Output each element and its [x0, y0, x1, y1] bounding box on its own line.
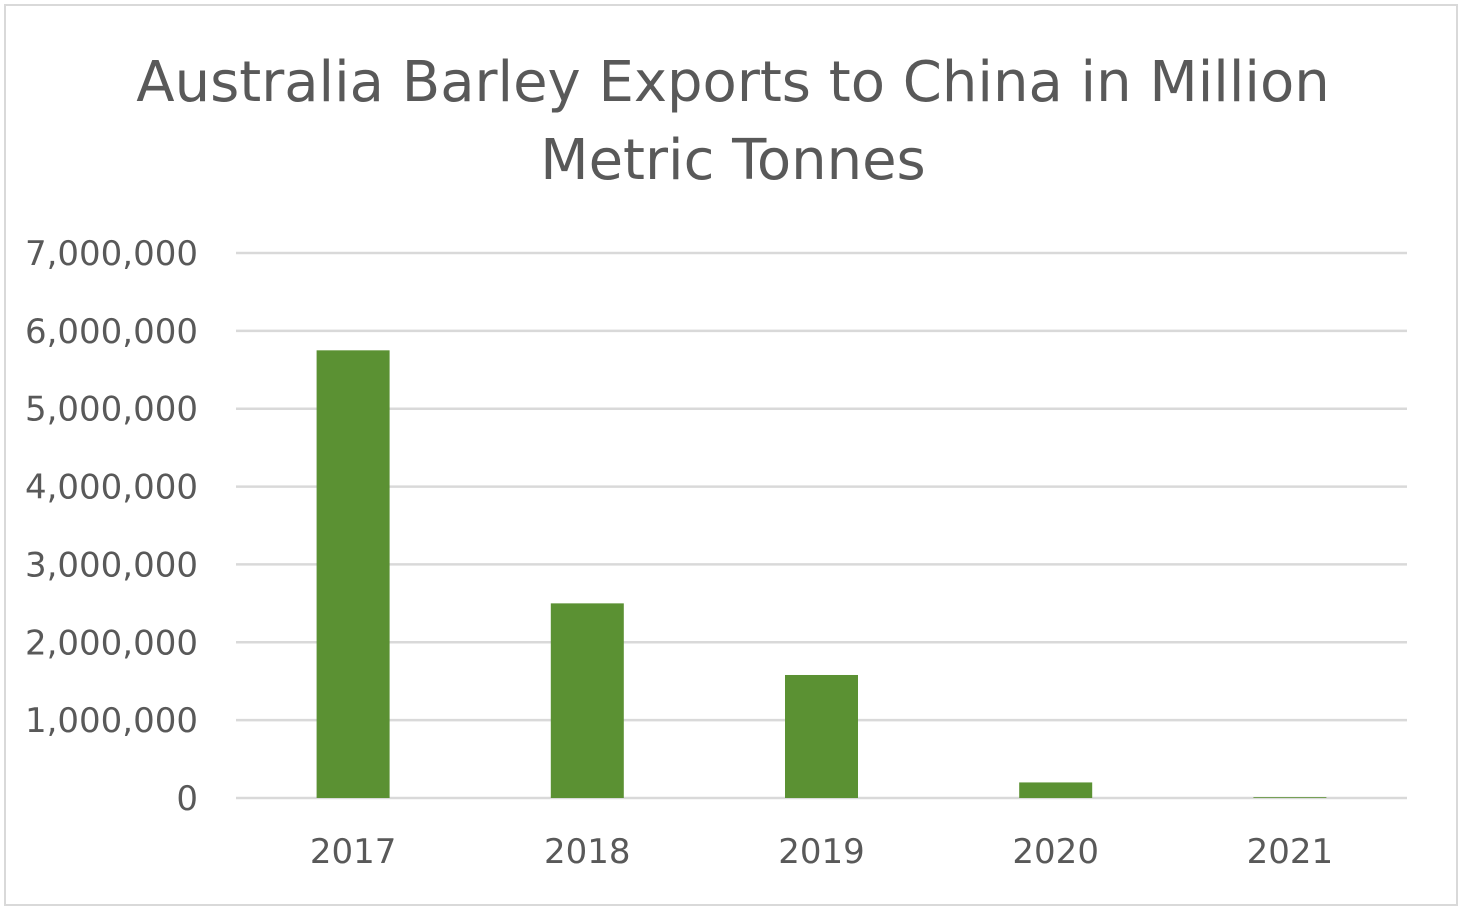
y-tick-label: 6,000,000	[25, 312, 198, 352]
y-tick-label: 4,000,000	[25, 468, 198, 508]
y-tick-label: 1,000,000	[25, 701, 198, 741]
y-tick-label: 2,000,000	[25, 623, 198, 663]
bar-2019	[785, 674, 858, 798]
gridlines	[236, 251, 1407, 800]
bar-2018	[550, 603, 624, 798]
bar-2017	[316, 350, 390, 798]
bar-2021	[1253, 797, 1327, 798]
x-axis-tick-labels: 2017 2018 2019 2020 2021	[310, 832, 1333, 872]
y-tick-label: 3,000,000	[25, 545, 198, 585]
y-tick-label: 0	[176, 779, 198, 819]
x-tick-label: 2018	[544, 832, 631, 872]
chart-title-line-2: Metric Tonnes	[540, 128, 926, 193]
y-tick-label: 7,000,000	[25, 234, 198, 274]
x-tick-label: 2020	[1012, 832, 1099, 872]
bar-2020	[1019, 782, 1093, 798]
x-tick-label: 2017	[310, 832, 397, 872]
chart-title: Australia Barley Exports to China in Mil…	[0, 44, 1466, 200]
x-tick-label: 2019	[778, 832, 865, 872]
y-tick-label: 5,000,000	[25, 390, 198, 430]
x-tick-label: 2021	[1247, 832, 1334, 872]
y-axis-tick-labels: 0 1,000,000 2,000,000 3,000,000 4,000,000 5,0…	[25, 234, 198, 819]
chart-title-line-1: Australia Barley Exports to China in Mil…	[136, 50, 1330, 115]
chart-frame	[4, 4, 1458, 906]
bars	[316, 350, 1327, 798]
